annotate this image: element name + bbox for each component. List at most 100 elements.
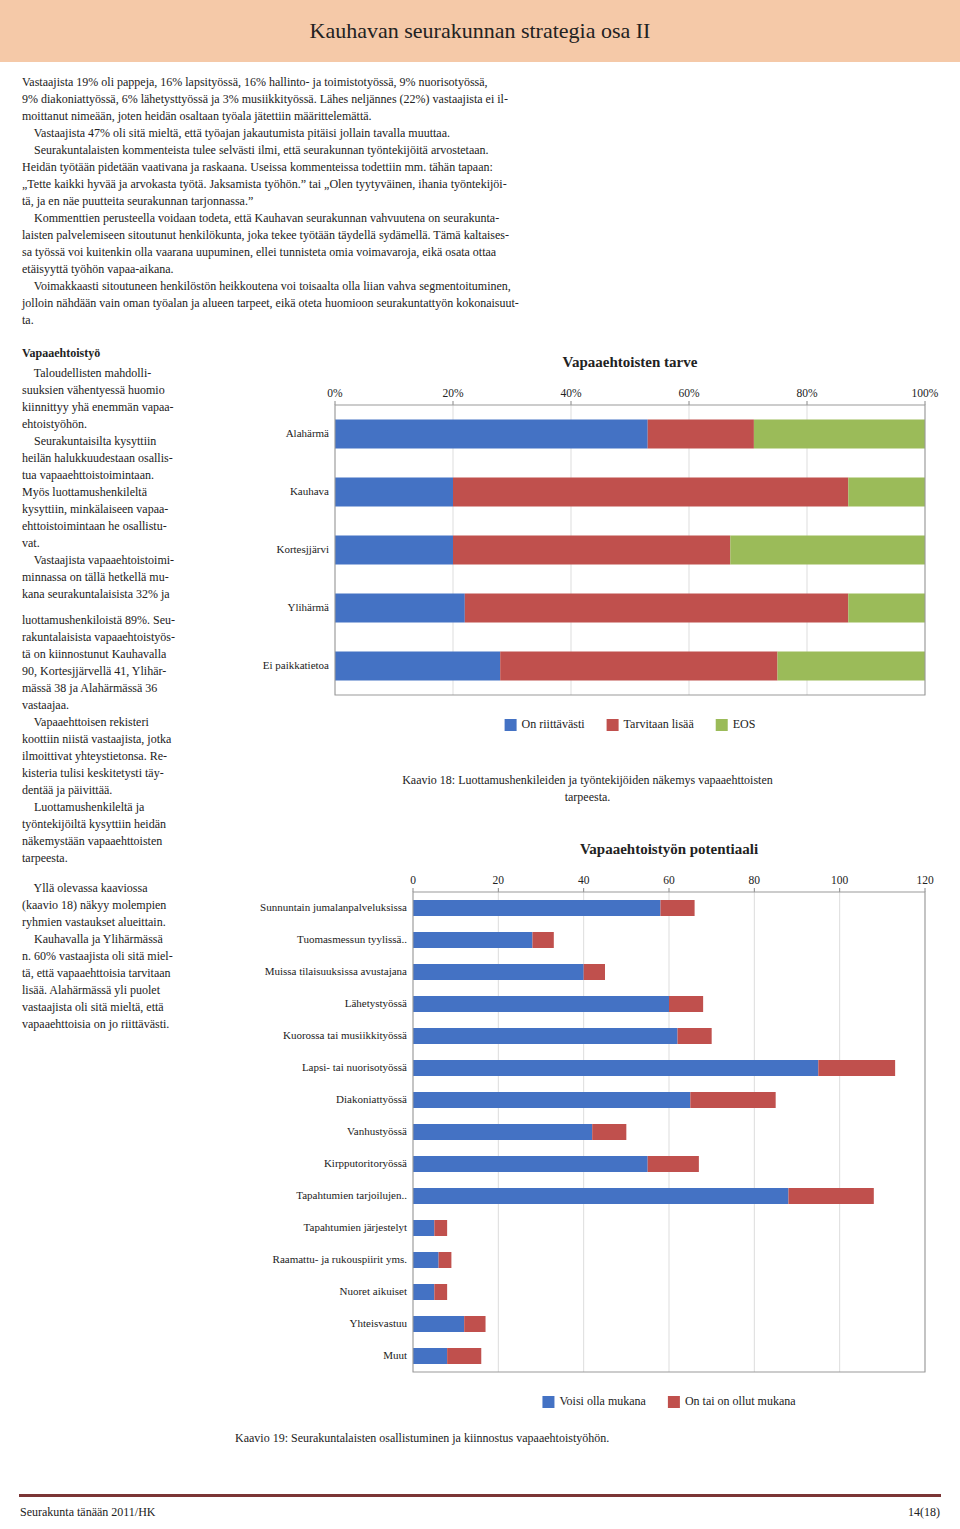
page-title: Kauhavan seurakunnan strategia osa II	[310, 18, 651, 44]
tick-label: 40%	[560, 387, 582, 399]
category-label: Lapsi- tai nuorisotyössä	[302, 1061, 407, 1073]
legend-label: On tai on ollut mukana	[685, 1394, 796, 1408]
bar	[778, 652, 926, 681]
tick-mark	[807, 401, 808, 405]
bar	[413, 1124, 592, 1140]
bar	[669, 996, 703, 1012]
bar	[690, 1092, 775, 1108]
left-line: tä on kiinnostunut Kauhavalla	[22, 646, 227, 663]
bar	[413, 1252, 439, 1268]
legend-swatch	[542, 1396, 554, 1408]
tick-mark	[335, 401, 336, 405]
category-label: Tapahtumien tarjoilujen..	[296, 1189, 407, 1201]
left-line: Luottamushenkileltä ja	[22, 799, 227, 816]
left-line: Kauhavalla ja Ylihärmässä	[22, 931, 227, 948]
tick-label: 120	[916, 874, 934, 886]
grid-line	[754, 892, 755, 1372]
category-label: Kirpputoritoryössä	[324, 1157, 407, 1169]
footer-right: 14(18)	[908, 1504, 940, 1521]
plot-area	[335, 405, 925, 695]
left-line: ehttoistoimintaan he osallistu-	[22, 518, 227, 535]
category-label: Tapahtumien järjestelyt	[304, 1221, 407, 1233]
bar	[660, 900, 694, 916]
bar	[413, 900, 660, 916]
chart-title: Vapaaehtoistyön potentiaali	[580, 841, 758, 857]
tick-mark	[689, 401, 690, 405]
body-line: Vastaajista 19% oli pappeja, 16% lapsity…	[22, 74, 942, 91]
bar	[754, 420, 925, 449]
left-line: kana seurakuntalaisista 32% ja	[22, 586, 227, 603]
legend-swatch	[607, 719, 619, 731]
left-line: vastaajaa.	[22, 697, 227, 714]
bar	[413, 1092, 690, 1108]
bar	[447, 1348, 481, 1364]
caption-text: Kaavio 19: Seurakuntalaisten osallistumi…	[235, 1430, 940, 1447]
grid-line	[669, 892, 670, 1372]
left-line: työntekijöiltä kysyttiin heidän	[22, 816, 227, 833]
left-line: kysyttiin, minkälaiseen vapaa-	[22, 501, 227, 518]
left-line: vapaaehttoisia on jo riittävästi.	[22, 1016, 227, 1033]
legend-label: Tarvitaan lisää	[624, 717, 695, 731]
left-line: suuksien vähentyessä huomio	[22, 382, 227, 399]
category-label: Muut	[383, 1349, 407, 1361]
left-line: kiinnittyy yhä enemmän vapaa-	[22, 399, 227, 416]
left-line: Vastaajista vapaaehtoistoimi-	[22, 552, 227, 569]
tick-label: 20%	[442, 387, 464, 399]
caption-text: Kaavio 18: Luottamushenkileiden ja työnt…	[235, 772, 940, 806]
body-line: tä, ja en näe puutteita seurakunnan tarj…	[22, 193, 942, 210]
body-line: 9% diakoniattyössä, 6% lähetysttyössä ja…	[22, 91, 942, 108]
chart: Vapaaehtoistyön potentiaali0204060801001…	[235, 832, 940, 1422]
body-text: Vastaajista 19% oli pappeja, 16% lapsity…	[22, 74, 942, 329]
left-line: heilän halukkuudestaan osallis-	[22, 450, 227, 467]
left-line: dentää ja päivittää.	[22, 782, 227, 799]
left-line: vastaajista oli sitä mieltä, että	[22, 999, 227, 1016]
bar	[413, 1156, 648, 1172]
tick-label: 100	[831, 874, 849, 886]
left-line: ilmoittivat yhteystietonsa. Re-	[22, 748, 227, 765]
bar	[648, 420, 754, 449]
legend-swatch	[505, 719, 517, 731]
category-label: Nuoret aikuiset	[339, 1285, 407, 1297]
body-line: jolloin nähdään vain oman työalan ja alu…	[22, 295, 942, 312]
bar	[648, 1156, 699, 1172]
bar	[532, 932, 553, 948]
bar	[818, 1060, 895, 1076]
category-label: Raamattu- ja rukouspiirit yms.	[273, 1253, 408, 1265]
category-label: Sunnuntain jumalanpalveluksissa	[260, 901, 407, 913]
left-line: lisää. Alahärmässä yli puolet	[22, 982, 227, 999]
tick-mark	[669, 888, 670, 892]
legend-label: On riittävästi	[522, 717, 586, 731]
body-line: Heidän työtään pidetään vaativana ja ras…	[22, 159, 942, 176]
legend: Voisi olla mukanaOn tai on ollut mukana	[542, 1394, 796, 1408]
plot-frame	[413, 892, 925, 1372]
left-line: Myös luottamushenkileltä	[22, 484, 227, 501]
tick-label: 80%	[796, 387, 818, 399]
left-line: tua vapaaehttoistoimintaan.	[22, 467, 227, 484]
tick-label: 0%	[327, 387, 343, 399]
left-column: Vapaaehtoistyö Taloudellisten mahdolli-s…	[22, 345, 227, 603]
category-label: Ylihärmä	[287, 601, 329, 613]
tick-mark	[839, 888, 840, 892]
bar	[848, 594, 925, 623]
tick-mark	[925, 401, 926, 405]
bar	[584, 964, 605, 980]
body-line: Kommenttien perusteella voidaan todeta, …	[22, 210, 942, 227]
left-line: (kaavio 18) näkyy molempien	[22, 897, 227, 914]
category-label: Tuomasmessun tyylissä..	[297, 933, 407, 945]
bar	[465, 594, 849, 623]
footer-text: Seurakunta tänään 2011/HK	[20, 1504, 156, 1521]
legend-swatch	[716, 719, 728, 731]
body-line: Vastaajista 47% oli sitä mieltä, että ty…	[22, 125, 942, 142]
plot-frame	[335, 405, 925, 695]
tick-label: 20	[493, 874, 505, 886]
bar	[335, 478, 453, 507]
plot-area	[413, 892, 925, 1372]
left-line: minnassa on tällä hetkellä mu-	[22, 569, 227, 586]
tick-label: 60%	[678, 387, 700, 399]
tick-label: 60	[663, 874, 675, 886]
left-line: n. 60% vastaajista oli sitä miel-	[22, 948, 227, 965]
grid-line	[839, 892, 840, 1372]
left-line: mässä 38 ja Alahärmässä 36	[22, 680, 227, 697]
bar	[413, 1028, 678, 1044]
tick-label: 0	[410, 874, 416, 886]
